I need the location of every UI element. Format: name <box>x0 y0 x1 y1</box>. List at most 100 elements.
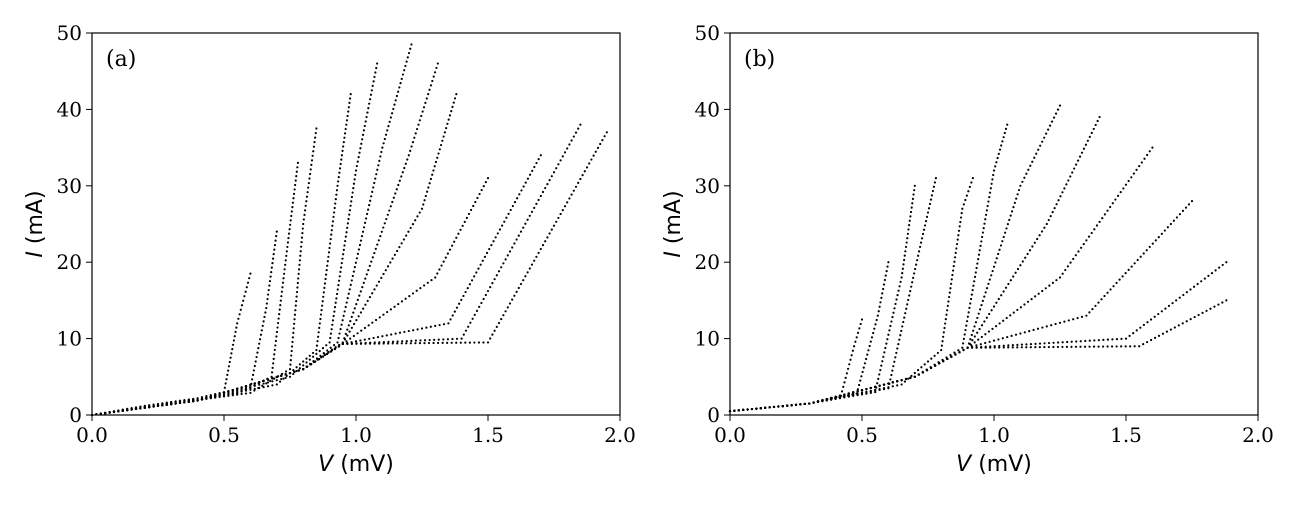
data-point <box>962 348 965 352</box>
data-point <box>998 322 1001 325</box>
data-point <box>371 321 374 324</box>
data-point <box>522 279 525 282</box>
data-point <box>843 381 846 384</box>
data-point <box>290 345 294 348</box>
data-point <box>310 159 314 162</box>
series-6 <box>728 104 1062 413</box>
data-markers <box>728 104 1228 413</box>
data-point <box>381 146 384 149</box>
x-tick-label: 0.5 <box>846 423 878 447</box>
data-point <box>475 271 478 274</box>
data-point <box>418 119 421 122</box>
data-point <box>997 338 1000 341</box>
data-point <box>297 369 300 372</box>
data-point <box>955 247 958 250</box>
data-point <box>781 404 784 408</box>
data-point <box>335 297 338 300</box>
data-point <box>244 392 248 395</box>
data-point <box>737 409 740 412</box>
data-point <box>333 306 337 309</box>
data-point <box>295 366 298 369</box>
data-point <box>1026 252 1029 256</box>
data-point <box>1006 335 1009 339</box>
data-point <box>1012 275 1015 278</box>
data-point <box>327 251 331 254</box>
data-point <box>1057 199 1060 202</box>
data-point <box>473 275 476 278</box>
data-point <box>407 329 410 333</box>
data-point <box>535 255 538 258</box>
data-point <box>1005 316 1008 320</box>
data-point <box>887 382 890 385</box>
data-point <box>1067 179 1070 182</box>
data-point <box>361 230 365 233</box>
data-point <box>843 395 846 398</box>
data-point <box>229 356 232 359</box>
data-point <box>288 228 291 231</box>
y-axis-label: I (mA) <box>23 190 48 257</box>
data-point <box>1038 342 1042 345</box>
data-point <box>909 210 913 214</box>
data-point <box>389 261 392 264</box>
data-point <box>991 327 994 330</box>
series-2 <box>728 184 916 413</box>
data-point <box>1095 224 1099 227</box>
data-point <box>869 386 872 390</box>
data-point <box>258 338 262 341</box>
data-point <box>843 393 846 396</box>
data-point <box>287 236 290 240</box>
data-point <box>950 355 953 358</box>
data-point <box>426 281 429 284</box>
data-point <box>407 51 411 55</box>
data-point <box>504 258 507 261</box>
data-point <box>433 338 436 341</box>
data-point <box>1066 340 1069 344</box>
data-point <box>1074 254 1077 257</box>
data-point <box>1077 250 1080 253</box>
data-point <box>973 341 976 344</box>
data-point <box>461 224 464 227</box>
data-point <box>1052 345 1055 349</box>
data-point <box>894 302 897 306</box>
data-point <box>407 154 410 157</box>
data-point <box>980 304 983 307</box>
data-point <box>391 257 394 260</box>
data-point <box>903 258 906 262</box>
data-point <box>442 338 445 341</box>
data-point <box>338 332 341 335</box>
data-point <box>353 307 356 310</box>
data-point <box>537 158 540 161</box>
data-point <box>965 194 968 197</box>
data-point <box>445 126 448 130</box>
data-point <box>295 369 298 373</box>
data-point <box>1109 205 1112 209</box>
data-point <box>1051 211 1054 214</box>
data-point <box>481 259 484 262</box>
data-point <box>447 322 450 325</box>
data-point <box>900 276 903 279</box>
data-point <box>428 338 431 342</box>
data-point <box>451 105 454 108</box>
data-point <box>298 263 301 266</box>
data-point <box>825 397 828 401</box>
data-point <box>282 272 286 275</box>
data-point <box>493 329 496 332</box>
data-point <box>317 331 320 334</box>
data-point <box>342 314 345 317</box>
data-point <box>1001 240 1004 243</box>
data-point <box>275 330 279 334</box>
data-point <box>267 288 270 292</box>
data-point <box>984 341 987 345</box>
data-point <box>867 349 870 352</box>
data-point <box>1019 184 1022 187</box>
data-point <box>373 342 376 345</box>
data-point <box>224 382 227 385</box>
data-point <box>900 379 903 382</box>
data-point <box>1006 123 1009 126</box>
data-point <box>511 204 514 208</box>
data-point <box>974 321 978 324</box>
data-point <box>416 127 419 131</box>
data-point <box>333 206 336 210</box>
data-point <box>319 317 322 321</box>
data-point <box>263 315 266 319</box>
